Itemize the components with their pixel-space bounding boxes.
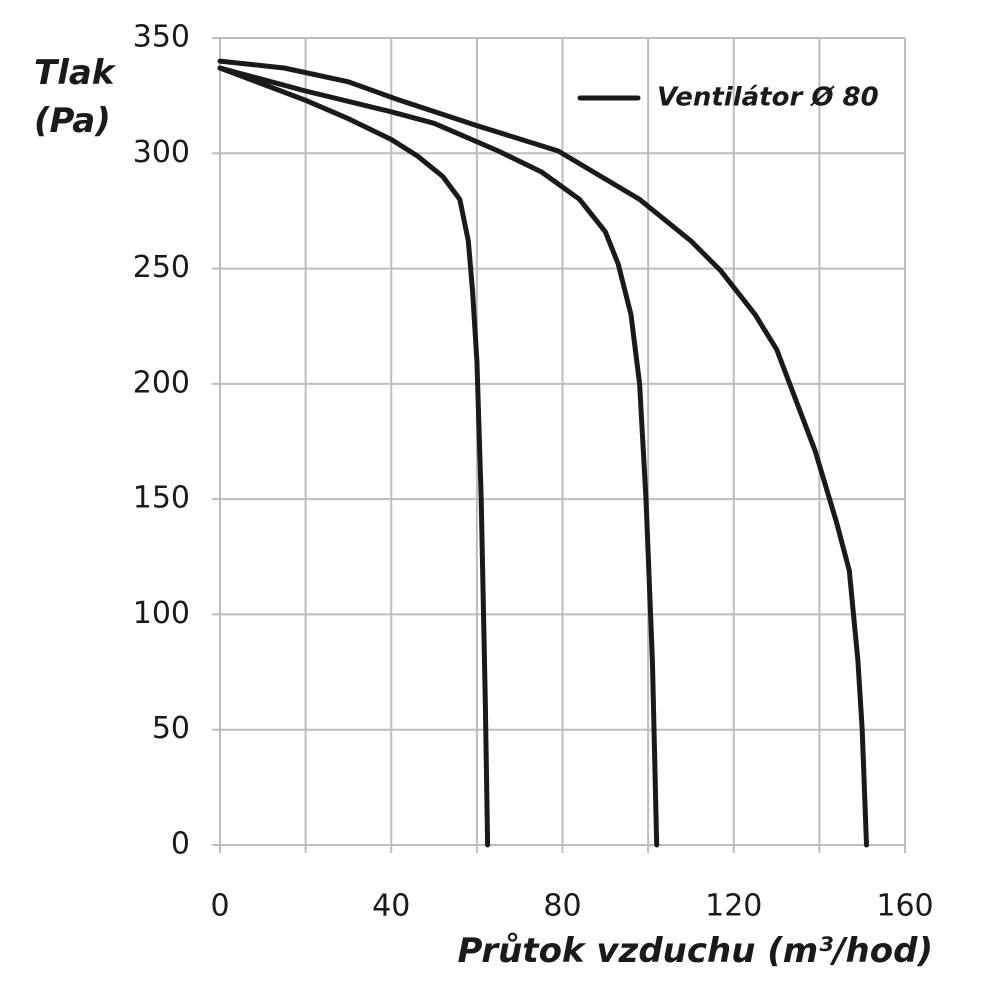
curve (217, 65, 660, 848)
x-tick-label: 80 (543, 889, 581, 924)
x-tick-label: 160 (876, 889, 933, 924)
x-tick-label: 0 (210, 889, 229, 924)
y-tick-label: 50 (152, 711, 190, 746)
y-tick-label: 250 (133, 250, 190, 285)
y-tick-label: 200 (133, 365, 190, 400)
x-tick-label: 40 (372, 889, 410, 924)
y-tick-label: 100 (133, 596, 190, 631)
y-tick-label: 150 (133, 481, 190, 516)
legend-label: Ventilátor Ø 80 (657, 83, 879, 113)
x-axis-label: Průtok vzduchu (m³/hod) (457, 931, 933, 971)
x-tick-label: 120 (705, 889, 762, 924)
curve (217, 65, 491, 848)
y-tick-label: 350 (133, 20, 190, 55)
y-tick-label: 300 (133, 135, 190, 170)
y-axis-label: Tlak (34, 53, 117, 93)
curve (217, 58, 869, 848)
y-tick-label: 0 (171, 827, 190, 862)
y-axis-label: (Pa) (34, 101, 111, 141)
